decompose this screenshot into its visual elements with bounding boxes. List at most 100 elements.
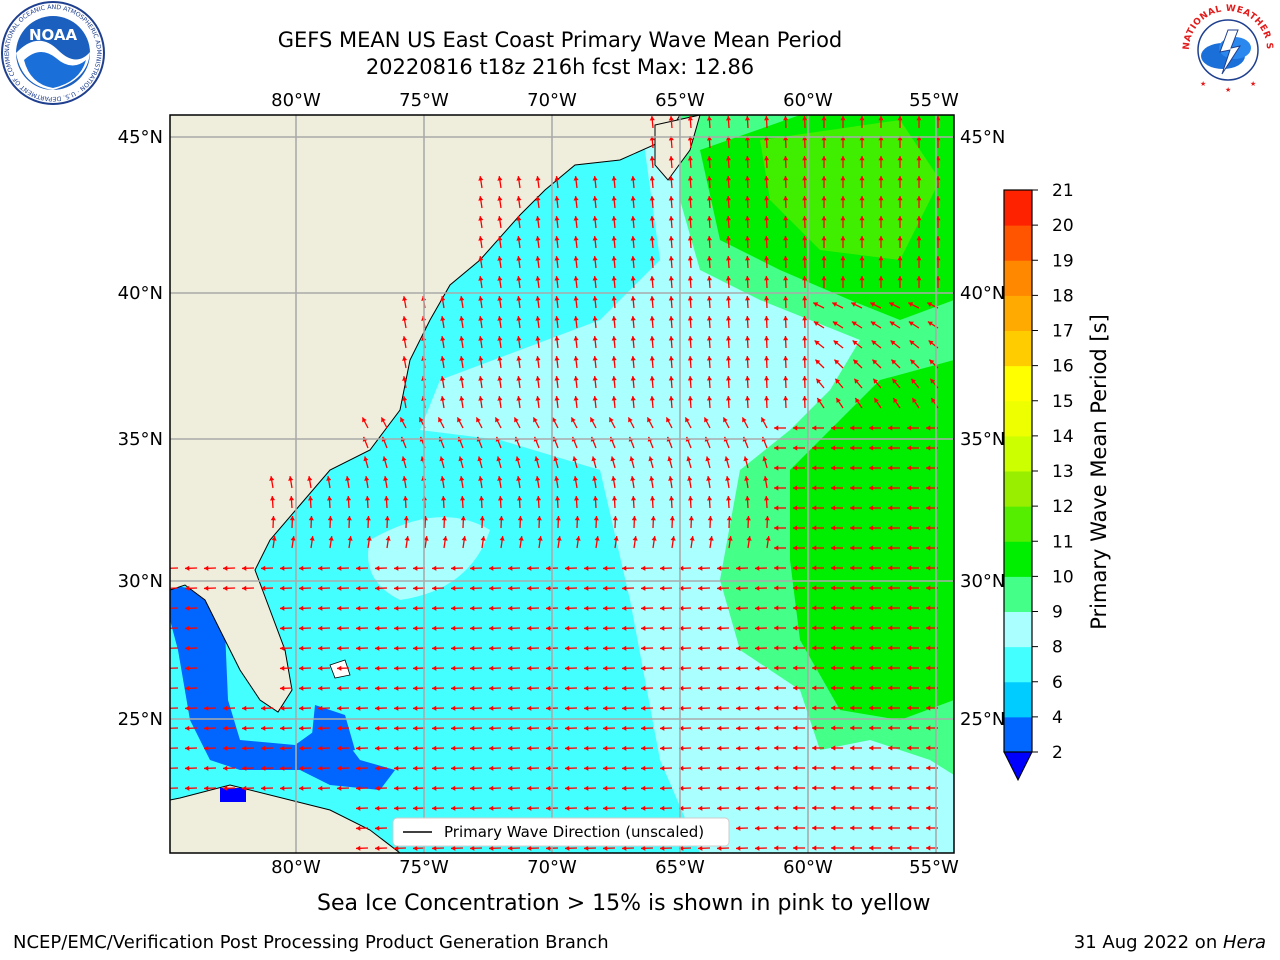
wave-arrow-head <box>834 359 840 365</box>
colorbar-segment <box>1004 400 1032 437</box>
wave-arrow-head <box>516 476 522 481</box>
wave-arrow-head <box>603 785 608 791</box>
wave-arrow-head <box>831 625 836 631</box>
wave-arrow-head <box>869 505 874 511</box>
wave-arrow-head <box>897 216 903 221</box>
wave-arrow-head <box>584 605 589 611</box>
wave-arrow-head <box>478 496 485 501</box>
wave-arrow-head <box>611 476 617 481</box>
wave-arrow-head <box>432 725 437 731</box>
wave-arrow-head <box>575 536 581 541</box>
wave-arrow-head <box>337 665 342 671</box>
wave-arrow-head <box>744 376 751 381</box>
wave-arrow-head <box>573 476 579 481</box>
lat-label-right: 35°N <box>960 429 1005 450</box>
wave-arrow-head <box>853 359 859 365</box>
wave-arrow-head <box>611 176 617 181</box>
wave-arrow-head <box>459 356 465 361</box>
wave-arrow-head <box>649 196 655 201</box>
wave-arrow-head <box>764 236 770 241</box>
wave-arrow-head <box>802 296 808 301</box>
wave-arrow-head <box>831 825 836 831</box>
wave-arrow-head <box>831 725 836 731</box>
colorbar: 2 4 6 8 9 10 11 12 13 14 15 16 17 18 19 20 21 Primary Wa… <box>1003 181 1111 782</box>
wave-arrow-head <box>812 425 817 431</box>
wave-arrow-head <box>783 396 789 401</box>
colorbar-tick-label: 4 <box>1052 708 1063 728</box>
wave-arrow-head <box>641 665 646 671</box>
wave-arrow-head <box>584 625 589 631</box>
wave-arrow-head <box>451 745 456 751</box>
wave-arrow-head <box>261 745 266 751</box>
wave-arrow-head <box>489 685 494 691</box>
wave-arrow-head <box>802 196 808 201</box>
wave-arrow-head <box>802 216 808 221</box>
wave-arrow-head <box>584 785 589 791</box>
wave-arrow-head <box>611 296 617 301</box>
wave-arrow-head <box>812 785 817 791</box>
wave-arrow-head <box>516 336 522 341</box>
wave-arrow-head <box>280 565 285 571</box>
wave-arrow-head <box>802 396 808 401</box>
wave-arrow-head <box>489 565 494 571</box>
colorbar-segment <box>1004 716 1032 753</box>
wave-arrow-head <box>478 256 484 261</box>
wave-arrow-head <box>761 417 766 423</box>
wave-arrow-head <box>535 476 541 481</box>
colorbar-tick-label: 8 <box>1052 638 1063 658</box>
wave-arrow-head <box>508 745 513 751</box>
wave-arrow-head <box>242 565 247 571</box>
wave-arrow-head <box>717 765 722 771</box>
wave-arrow-head <box>629 456 635 462</box>
wave-arrow-head <box>774 685 779 691</box>
wave-arrow-head <box>630 476 636 481</box>
wave-arrow-head <box>717 785 722 791</box>
wave-arrow-head <box>649 256 655 261</box>
wave-arrow-head <box>687 276 693 281</box>
wave-arrow-head <box>611 196 617 201</box>
wave-arrow-head <box>514 417 519 423</box>
wave-arrow-head <box>185 745 190 751</box>
wave-arrow-head <box>497 376 503 381</box>
wave-arrow-head <box>280 785 285 791</box>
wave-arrow-head <box>660 605 665 611</box>
lat-label-left: 45°N <box>118 127 163 148</box>
wave-arrow-head <box>610 456 616 462</box>
wave-arrow-head <box>478 396 484 401</box>
wave-arrow-head <box>326 496 333 501</box>
wave-arrow-head <box>679 845 684 851</box>
wave-arrow-head <box>375 565 380 571</box>
wave-arrow-head <box>850 685 855 691</box>
wave-arrow-head <box>552 417 557 423</box>
wave-arrow-head <box>508 665 513 671</box>
colorbar-segment <box>1004 646 1032 683</box>
wave-arrow-head <box>793 425 798 431</box>
colorbar-ticks: 2 4 6 8 9 10 11 12 13 14 15 16 17 18 19 20 21 <box>1032 181 1074 763</box>
wave-arrow-head <box>910 359 916 365</box>
wave-arrow-head <box>744 116 751 121</box>
wave-arrow-head <box>835 378 841 384</box>
wave-arrow-head <box>926 565 931 571</box>
wave-arrow-head <box>725 476 731 481</box>
wave-arrow-head <box>686 456 692 462</box>
wave-arrow-head <box>516 316 522 321</box>
wave-arrow-head <box>774 585 779 591</box>
wave-arrow-head <box>508 685 513 691</box>
wave-arrow-head <box>869 565 874 571</box>
wave-arrow-head <box>907 425 912 431</box>
wave-arrow-head <box>660 585 665 591</box>
wave-arrow-head <box>783 356 789 361</box>
wave-arrow-head <box>383 476 389 481</box>
wave-arrow-head <box>318 645 323 651</box>
wave-arrow-head <box>744 276 751 281</box>
wave-arrow-head <box>687 156 693 161</box>
wave-arrow-head <box>707 516 713 521</box>
wave-arrow-head <box>592 316 598 321</box>
wave-arrow-head <box>725 376 732 381</box>
wave-arrow-head <box>375 585 380 591</box>
wave-arrow-head <box>630 196 636 201</box>
wave-arrow-head <box>299 725 304 731</box>
wave-arrow-head <box>432 625 437 631</box>
lon-label-top: 75°W <box>399 90 449 111</box>
colorbar-label: Primary Wave Mean Period [s] <box>1087 314 1111 630</box>
